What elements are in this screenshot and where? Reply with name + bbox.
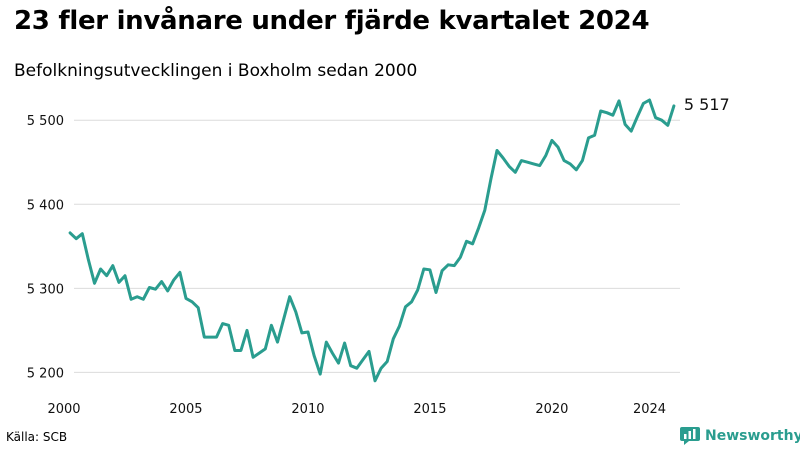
y-tick-label: 5 300 [27, 282, 64, 297]
newsworthy-logo-icon [680, 427, 700, 445]
x-tick-label: 2015 [413, 402, 446, 417]
y-axis-ticks: 5 200 5 300 5 400 5 500 [27, 114, 64, 381]
x-tick-label: 2024 [633, 402, 666, 417]
x-tick-label: 2000 [47, 402, 80, 417]
end-labels: 5 517 [684, 95, 730, 114]
y-tick-label: 5 200 [27, 366, 64, 381]
x-tick-label: 2005 [169, 402, 202, 417]
y-tick-label: 5 500 [27, 114, 64, 129]
x-tick-label: 2010 [291, 402, 324, 417]
x-axis-ticks: 2000 2005 2010 2015 2020 2024 [47, 402, 666, 417]
source-note: Källa: SCB [6, 430, 68, 444]
series-lines [68, 98, 676, 383]
page-title: 23 fler invånare under fjärde kvartalet … [14, 6, 650, 36]
x-tick-label: 2020 [535, 402, 568, 417]
brand-logo[interactable]: Newsworthy [680, 427, 800, 445]
brand-name: Newsworthy [705, 428, 800, 444]
grid-lines [74, 119, 680, 373]
page-subtitle: Befolkningsutvecklingen i Boxholm sedan … [14, 61, 418, 81]
y-tick-label: 5 400 [27, 198, 64, 213]
end-value-label: 5 517 [684, 95, 730, 114]
series-line [68, 98, 676, 383]
